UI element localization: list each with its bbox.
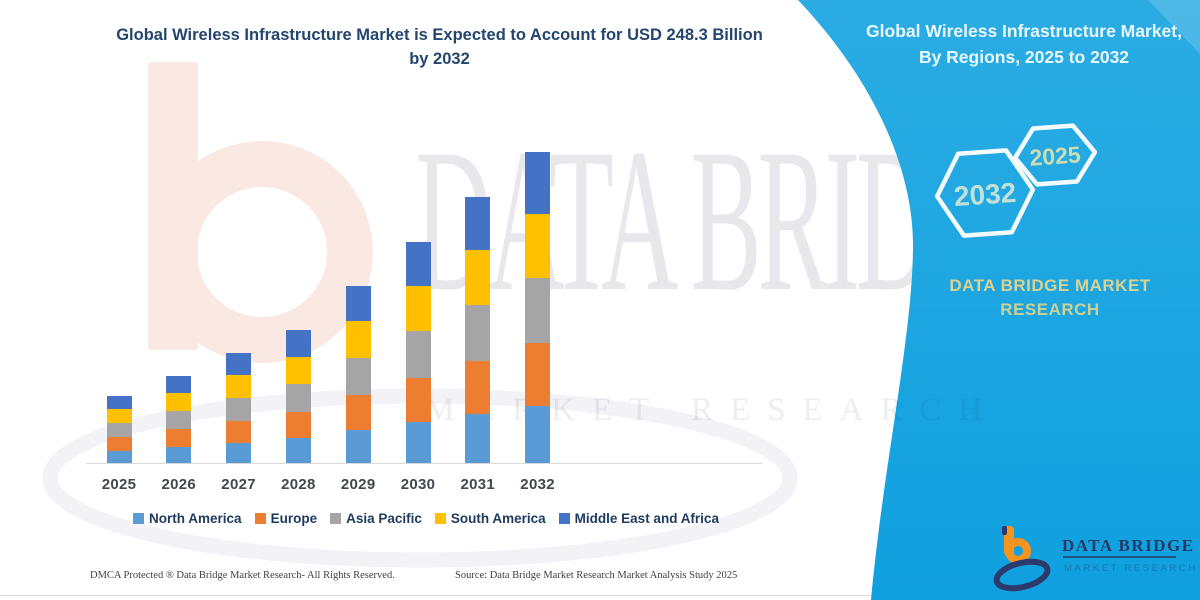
panel-title: Global Wireless Infrastructure Market, B… bbox=[866, 21, 1182, 68]
bar-segment bbox=[285, 383, 311, 412]
bar-column-2031 bbox=[465, 196, 491, 463]
legend-item: Asia Pacific bbox=[330, 511, 422, 526]
bar-segment bbox=[345, 357, 371, 395]
legend-swatch bbox=[558, 513, 570, 524]
bar-segment bbox=[405, 331, 431, 378]
bar-segment bbox=[405, 286, 431, 332]
bar-segment bbox=[465, 196, 491, 251]
legend-item: Europe bbox=[254, 511, 318, 526]
bar-column-2030 bbox=[405, 241, 431, 463]
bar-segment bbox=[405, 377, 431, 423]
bar-column-2032 bbox=[525, 152, 551, 463]
bar-segment bbox=[226, 397, 252, 421]
bar-segment bbox=[106, 437, 132, 451]
bar-segment bbox=[345, 321, 371, 358]
bar-segment bbox=[465, 413, 491, 463]
data-bridge-logo: DATA BRIDGE MARKET RESEARCH bbox=[993, 526, 1198, 592]
bar-segment bbox=[525, 278, 551, 344]
source-attribution-text: Source: Data Bridge Market Research Mark… bbox=[455, 570, 738, 581]
hexagon-2032 bbox=[934, 148, 1036, 238]
logo-b-notch bbox=[1002, 526, 1007, 535]
bar-segment bbox=[525, 214, 551, 278]
logo-swoosh bbox=[993, 558, 1051, 592]
bar-segment bbox=[285, 438, 311, 463]
chart-title: Global Wireless Infrastructure Market is… bbox=[116, 26, 763, 68]
bar-segment bbox=[106, 450, 132, 463]
axis-year-label: 2027 bbox=[221, 476, 256, 493]
hexagon-2025 bbox=[1012, 123, 1098, 187]
bar-column-2027 bbox=[226, 353, 252, 463]
bar-segment bbox=[166, 393, 192, 412]
axis-year-label: 2031 bbox=[460, 476, 496, 493]
bar-segment bbox=[166, 446, 192, 463]
bar-segment bbox=[465, 304, 491, 361]
bar-segment bbox=[345, 430, 371, 463]
bar-column-2026 bbox=[166, 375, 192, 463]
legend-swatch bbox=[330, 513, 342, 524]
legend-label: Asia Pacific bbox=[346, 511, 422, 526]
market-research-watermark: MARKET RESEARCH bbox=[425, 392, 865, 428]
bar-segment bbox=[525, 343, 551, 406]
bar-segment bbox=[166, 429, 192, 447]
legend-item: North America bbox=[133, 511, 242, 526]
dmca-copyright-text: DMCA Protected ® Data Bridge Market Rese… bbox=[90, 570, 395, 581]
bar-column-2025 bbox=[106, 395, 132, 463]
legend-label: North America bbox=[149, 511, 242, 526]
bar-segment bbox=[285, 356, 311, 384]
brand-text-line2: RESEARCH bbox=[1000, 300, 1100, 319]
legend-item: South America bbox=[434, 511, 546, 526]
legend-label: Europe bbox=[270, 511, 318, 526]
bar-segment bbox=[525, 405, 551, 463]
axis-year-label: 2030 bbox=[400, 476, 436, 493]
bar-segment bbox=[166, 411, 192, 430]
bottom-divider-line bbox=[0, 595, 872, 596]
bar-segment bbox=[226, 375, 252, 398]
x-axis-line bbox=[86, 463, 762, 464]
axis-year-label: 2026 bbox=[161, 476, 197, 493]
legend-item: Middle East and Africa bbox=[558, 511, 719, 526]
bar-segment bbox=[106, 395, 132, 410]
bar-column-2029 bbox=[345, 285, 371, 463]
chart-legend: North America Europe Asia Pacific South Ame… bbox=[88, 511, 764, 526]
bar-segment bbox=[226, 442, 252, 463]
market-research-watermark-on-panel: MARKET RESEARCH bbox=[868, 392, 1168, 429]
axis-year-label: 2025 bbox=[101, 476, 137, 493]
corner-highlight-wedge bbox=[1148, 0, 1200, 54]
bar-segment bbox=[525, 152, 551, 215]
axis-year-label: 2029 bbox=[340, 476, 376, 493]
watermark-text: MARKET RESEARCH bbox=[868, 392, 1000, 428]
logo-b-bowl bbox=[1005, 538, 1031, 564]
legend-label: South America bbox=[450, 511, 546, 526]
axis-year-label: 2032 bbox=[520, 476, 555, 493]
bar-segment bbox=[106, 423, 132, 438]
legend-swatch bbox=[133, 513, 145, 524]
legend-swatch bbox=[254, 513, 266, 524]
bar-segment bbox=[166, 375, 192, 394]
legend-label: Middle East and Africa bbox=[574, 511, 719, 526]
axis-year-label: 2028 bbox=[281, 476, 316, 493]
logo-subtitle: MARKET RESEARCH bbox=[1064, 563, 1198, 574]
bar-segment bbox=[465, 360, 491, 414]
hexagon-2025-label: 2025 bbox=[1029, 141, 1082, 171]
bar-segment bbox=[465, 250, 491, 305]
bar-segment bbox=[106, 409, 132, 424]
brand-text-line1: DATA BRIDGE MARKET bbox=[949, 276, 1151, 295]
bar-column-2028 bbox=[285, 330, 311, 463]
cyan-wave-shape bbox=[798, 0, 1200, 600]
legend-swatch bbox=[434, 513, 446, 524]
bar-segment bbox=[285, 411, 311, 439]
bar-segment bbox=[345, 394, 371, 431]
bar-segment bbox=[285, 330, 311, 357]
bar-segment bbox=[405, 241, 431, 287]
bar-segment bbox=[226, 420, 252, 443]
hexagon-2032-label: 2032 bbox=[953, 177, 1017, 212]
logo-wordmark: DATA BRIDGE bbox=[1062, 536, 1195, 555]
bar-segment bbox=[345, 285, 371, 322]
bar-segment bbox=[405, 422, 431, 463]
bar-segment bbox=[226, 353, 252, 376]
